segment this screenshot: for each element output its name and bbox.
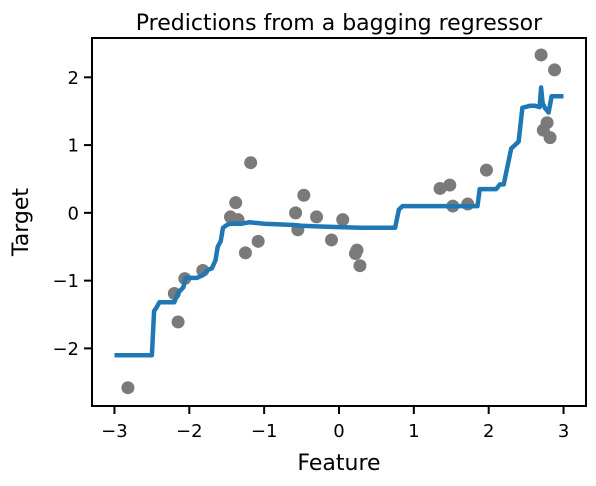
axes-layer: −3 −2 −1 0 1 2 3 −2 −1 0 1 2 xyxy=(52,37,587,442)
data-point xyxy=(540,116,554,130)
data-point xyxy=(297,188,311,202)
x-tick-label: −2 xyxy=(176,421,203,442)
data-point xyxy=(336,213,350,227)
data-point xyxy=(350,243,364,257)
data-point xyxy=(325,233,339,247)
x-axis-label: Feature xyxy=(297,451,380,476)
x-tick-label: 0 xyxy=(333,421,344,442)
data-point xyxy=(229,196,243,210)
line-layer xyxy=(114,85,564,358)
y-tick-label: −1 xyxy=(52,271,79,292)
data-point xyxy=(289,206,303,220)
data-point xyxy=(443,178,457,192)
y-axis-label: Target xyxy=(9,188,34,257)
data-point xyxy=(534,48,548,62)
points-layer xyxy=(121,48,562,395)
data-point xyxy=(171,315,185,329)
prediction-line xyxy=(114,85,564,358)
data-point xyxy=(479,163,493,177)
data-point xyxy=(121,381,135,395)
data-point xyxy=(548,63,562,77)
y-tick-label: 2 xyxy=(68,68,79,89)
data-point xyxy=(543,131,557,145)
y-tick-label: 1 xyxy=(68,136,79,157)
x-tick-label: −1 xyxy=(251,421,278,442)
y-tick-label: −2 xyxy=(52,339,79,360)
data-point xyxy=(353,259,367,273)
x-tick-label: 1 xyxy=(408,421,419,442)
data-point xyxy=(238,246,252,260)
chart-title: Predictions from a bagging regressor xyxy=(136,11,543,36)
x-tick-label: −3 xyxy=(101,421,128,442)
data-point xyxy=(251,234,265,248)
y-tick-label: 0 xyxy=(68,203,79,224)
data-point xyxy=(244,156,258,170)
data-point xyxy=(310,210,324,224)
x-tick-label: 2 xyxy=(483,421,494,442)
x-tick-label: 3 xyxy=(558,421,569,442)
